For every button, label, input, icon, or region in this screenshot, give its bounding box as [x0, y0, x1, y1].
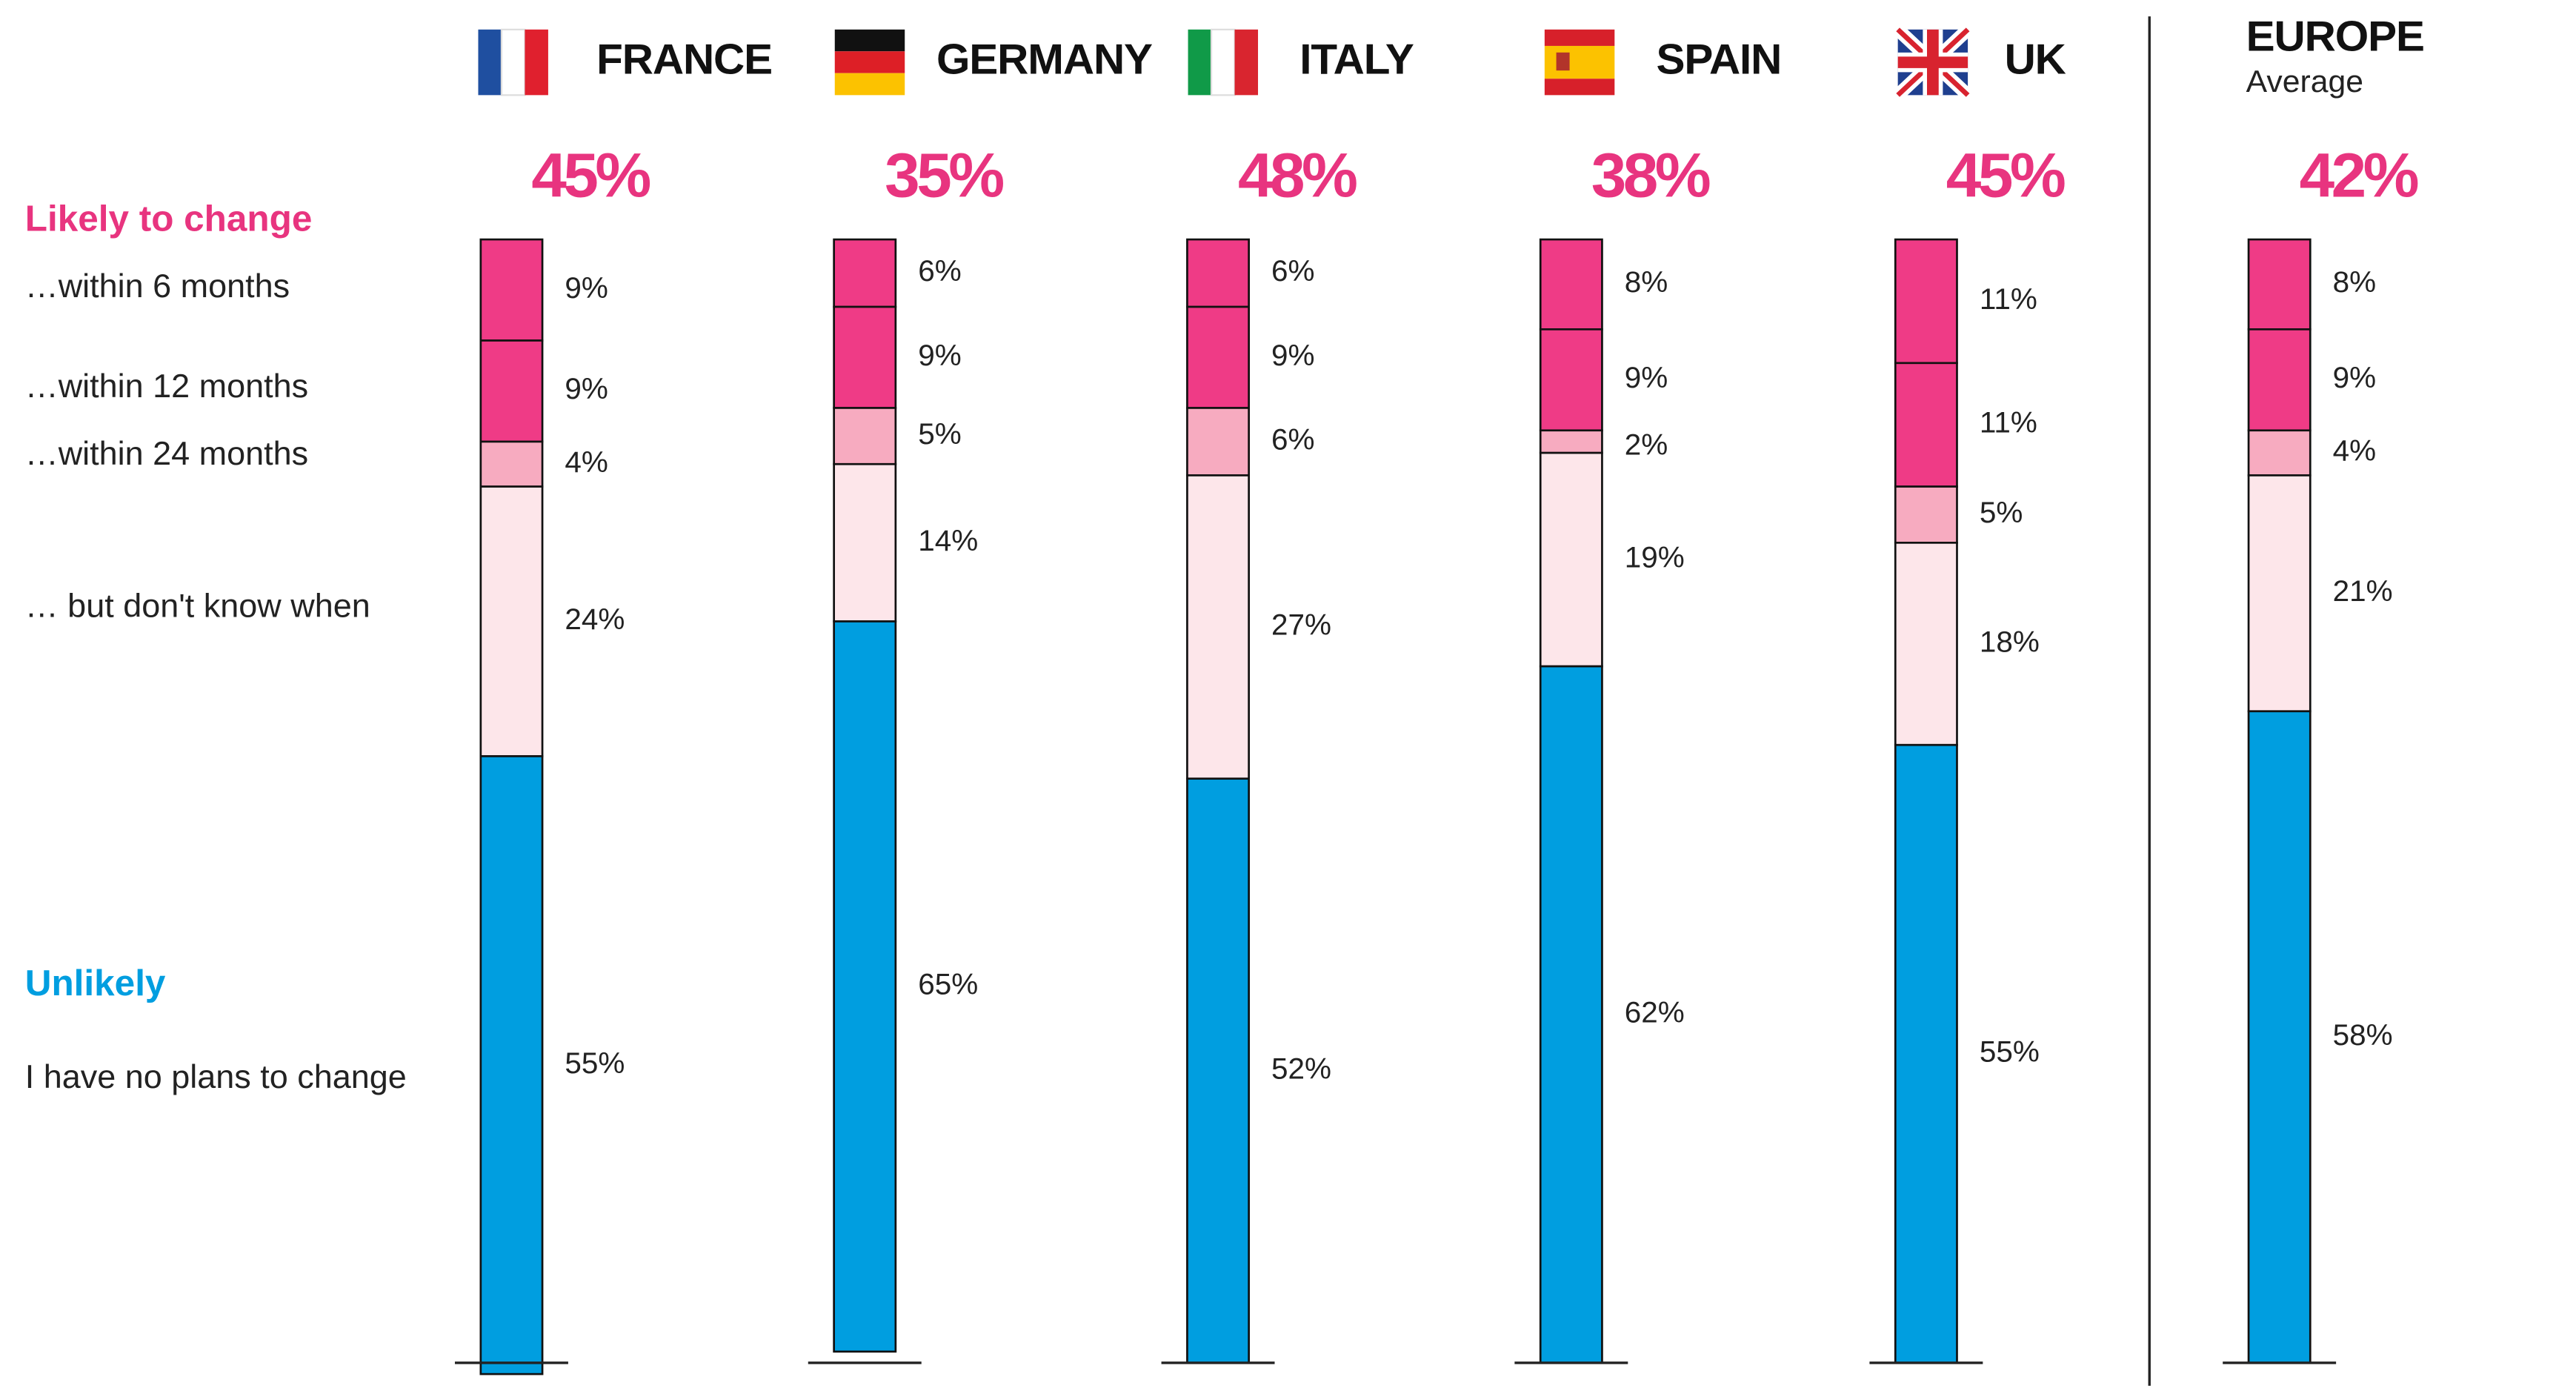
flag-italy: [1188, 28, 1259, 96]
flag-france: [478, 28, 548, 96]
value-label: 58%: [2333, 1018, 2393, 1052]
bar-segment: [1186, 777, 1250, 1364]
value-label: 18%: [1980, 625, 2040, 659]
value-label: 19%: [1625, 541, 1685, 574]
value-label: 52%: [1271, 1052, 1331, 1086]
bar-segment: [833, 238, 897, 308]
bar-segment: [1186, 238, 1250, 308]
legend-label: I have no plans to change: [25, 1059, 407, 1095]
value-label: 27%: [1271, 608, 1331, 642]
bar-segment: [833, 407, 897, 465]
bar-segment: [1894, 238, 1958, 365]
value-label: 24%: [565, 603, 625, 636]
bar-segment: [1539, 451, 1603, 668]
bar-segment: [1539, 429, 1603, 454]
bar-segment: [2247, 474, 2312, 713]
bar-segment: [2247, 429, 2312, 477]
total-label: 48%: [1238, 140, 1357, 210]
total-label: 42%: [2300, 140, 2419, 210]
bar-segment: [833, 620, 897, 1353]
bar-segment: [1186, 474, 1250, 780]
legend-label: …within 24 months: [25, 436, 308, 472]
value-label: 9%: [565, 373, 608, 406]
bar-segment: [833, 305, 897, 409]
category-label: SPAIN: [1657, 36, 1782, 83]
legend-label: …within 12 months: [25, 368, 308, 405]
category-subtitle: Average: [2246, 64, 2363, 99]
bar-segment: [2247, 238, 2312, 331]
group-label: Unlikely: [25, 963, 166, 1003]
bar-segment: [2247, 328, 2312, 432]
value-label: 11%: [1980, 406, 2037, 439]
group-label: Likely to change: [25, 199, 313, 239]
bar-segment: [1186, 407, 1250, 477]
total-label: 45%: [1946, 140, 2066, 210]
bar-segment: [1894, 485, 1958, 544]
value-label: 62%: [1625, 996, 1685, 1029]
bar-segment: [479, 755, 544, 1375]
bar-segment: [1894, 362, 1958, 488]
bar-segment: [1539, 328, 1603, 432]
flag-germany: [834, 29, 905, 96]
value-label: 55%: [565, 1046, 625, 1080]
total-label: 38%: [1591, 140, 1711, 210]
value-label: 6%: [1271, 254, 1314, 288]
bar-segment: [1186, 305, 1250, 409]
value-label: 4%: [2333, 434, 2376, 468]
bar-segment: [479, 238, 544, 342]
bar-segment: [1539, 665, 1603, 1364]
value-label: 2%: [1625, 428, 1668, 462]
value-label: 5%: [918, 417, 961, 451]
category-label: FRANCE: [596, 36, 772, 83]
value-label: 4%: [565, 445, 608, 479]
bar-segment: [2247, 710, 2312, 1364]
category-label: GERMANY: [936, 36, 1152, 83]
bar-segment: [1894, 542, 1958, 746]
value-label: 9%: [918, 339, 961, 372]
value-label: 6%: [1271, 423, 1314, 457]
value-label: 9%: [2333, 361, 2376, 394]
value-label: 55%: [1980, 1035, 2040, 1069]
value-label: 9%: [1625, 361, 1668, 394]
value-label: 65%: [918, 968, 978, 1001]
value-label: 5%: [1980, 496, 2023, 529]
legend-label: … but don't know when: [25, 588, 370, 625]
bar-segment: [1539, 238, 1603, 331]
value-label: 11%: [1980, 282, 2037, 316]
value-label: 8%: [1625, 266, 1668, 299]
bar-segment: [479, 339, 544, 443]
bar-segment: [1894, 743, 1958, 1364]
category-label: ITALY: [1299, 36, 1414, 83]
bar-segment: [833, 462, 897, 623]
flag-uk: [1893, 24, 1973, 100]
total-label: 35%: [885, 140, 1004, 210]
total-label: 45%: [531, 140, 650, 210]
value-label: 21%: [2333, 574, 2393, 608]
value-label: 8%: [2333, 266, 2376, 299]
value-label: 9%: [1271, 339, 1314, 372]
value-label: 9%: [565, 271, 608, 305]
bar-segment: [479, 485, 544, 757]
category-label: UK: [2005, 36, 2066, 83]
value-label: 6%: [918, 254, 961, 288]
legend-label: …within 6 months: [25, 268, 290, 305]
value-label: 14%: [918, 524, 978, 557]
category-label: EUROPE: [2246, 13, 2424, 60]
bar-segment: [479, 440, 544, 488]
flag-spain: [1544, 29, 1615, 96]
